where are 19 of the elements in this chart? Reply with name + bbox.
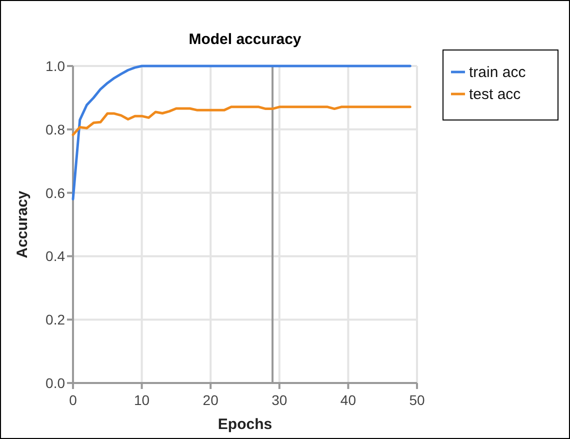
y-tick-label: 0.4 (46, 248, 66, 264)
legend-label: train acc (469, 64, 526, 81)
y-tick-label: 0.2 (46, 312, 66, 328)
x-tick-label: 20 (202, 392, 219, 408)
x-tick-label: 0 (69, 392, 78, 408)
y-tick-label: 0.0 (46, 375, 66, 391)
line-series (72, 106, 412, 136)
y-tick-label: 1.0 (46, 58, 66, 74)
y-axis-title: Accuracy (14, 190, 31, 258)
legend-label: test acc (469, 86, 522, 103)
line-series (72, 64, 412, 200)
y-tick-label: 0.6 (46, 184, 66, 201)
x-tick-label: 40 (340, 392, 356, 408)
chart-title: Model accuracy (188, 31, 302, 48)
x-tick-label: 10 (134, 392, 150, 408)
x-axis-title: Epochs (218, 416, 272, 433)
x-tick-label: 30 (272, 392, 288, 408)
y-tick-label: 0.8 (46, 121, 66, 138)
x-tick-label: 50 (409, 392, 425, 408)
